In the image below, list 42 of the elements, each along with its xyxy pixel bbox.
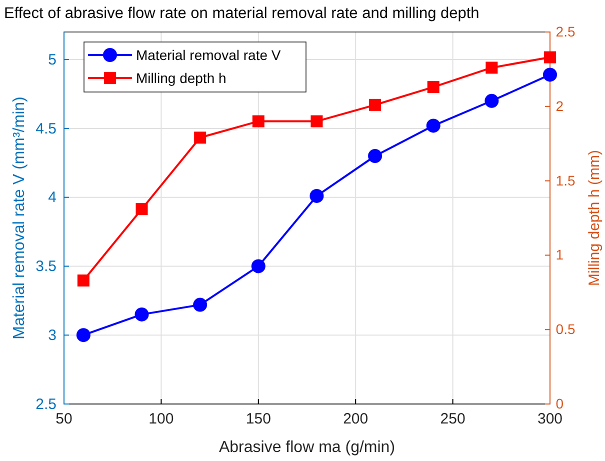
point xyxy=(544,51,556,64)
y-axis-title: Material removal rate V (mm³/min) xyxy=(11,96,28,340)
x-tick-label: 300 xyxy=(537,410,563,428)
point xyxy=(427,81,440,94)
x-tick-label: 100 xyxy=(148,410,174,428)
y2-tick-label: 0.5 xyxy=(556,321,576,338)
y2-tick-label: 0 xyxy=(556,395,564,412)
point xyxy=(369,98,382,111)
x-axis-title: Abrasive flow ma (g/min) xyxy=(218,439,396,456)
legend-label: Milling depth h xyxy=(136,70,226,86)
x-tick-label: 200 xyxy=(343,410,368,428)
legend-label: Material removal rate V xyxy=(136,47,282,63)
y-tick-label: 3 xyxy=(48,326,56,344)
y2-tick-label: 1 xyxy=(556,246,564,263)
y-tick-label: 5 xyxy=(48,51,56,68)
point xyxy=(310,115,323,128)
point xyxy=(252,115,264,128)
point xyxy=(77,274,90,286)
y-tick-label: 4.5 xyxy=(36,120,56,138)
y-tick-label: 4 xyxy=(48,189,56,206)
y2-axis-title: Milling depth h (mm) xyxy=(586,150,603,286)
y-tick-label: 2.5 xyxy=(36,396,56,413)
point xyxy=(543,68,557,82)
x-tick-label: 150 xyxy=(246,410,271,428)
point xyxy=(484,94,499,108)
point xyxy=(251,259,266,274)
chart-title: Effect of abrasive flow rate on material removal rate and milling depth xyxy=(4,5,480,22)
y2-tick-label: 1.5 xyxy=(556,172,576,188)
y2-tick-label: 2 xyxy=(556,98,564,114)
x-tick-label: 50 xyxy=(56,410,72,428)
x-tick-label: 250 xyxy=(440,410,466,428)
point xyxy=(426,118,440,133)
point xyxy=(134,307,149,322)
y-tick-label: 3.5 xyxy=(36,258,56,276)
point xyxy=(486,62,498,74)
y2-tick-label: 2.5 xyxy=(556,23,576,40)
point xyxy=(194,132,206,144)
point xyxy=(76,328,90,342)
point xyxy=(193,298,208,312)
point xyxy=(136,203,148,216)
point xyxy=(310,188,324,203)
point xyxy=(368,149,382,163)
